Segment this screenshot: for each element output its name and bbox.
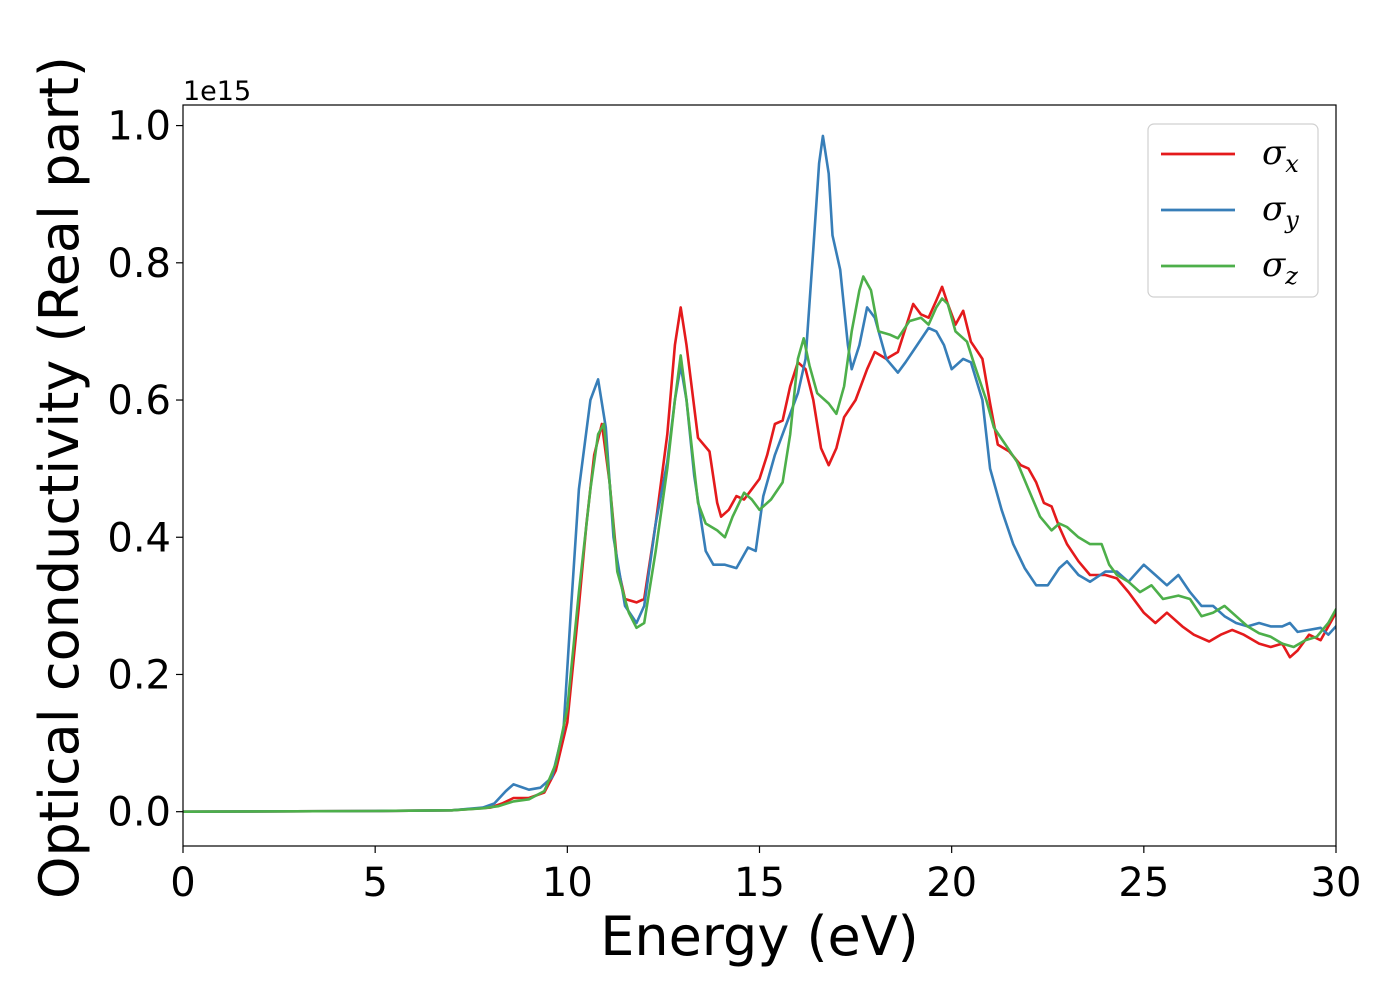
series-layer	[183, 134, 1336, 813]
legend-symbol: σ	[1262, 133, 1286, 173]
legend-label-sigma-z: σz	[1262, 245, 1298, 290]
series-line-sigma-x	[183, 285, 1336, 813]
legend-subscript: z	[1284, 262, 1298, 290]
legend-label-sigma-y: σy	[1262, 189, 1299, 234]
legend-subscript: x	[1285, 150, 1299, 178]
y-tick-label: 0.4	[107, 515, 171, 561]
x-tick-label: 25	[1118, 860, 1169, 906]
x-tick-label: 10	[542, 860, 593, 906]
y-tick-label: 0.2	[107, 652, 171, 698]
legend-label-sigma-x: σx	[1262, 133, 1299, 178]
x-axis-label: Energy (eV)	[600, 905, 919, 968]
series-line-sigma-y	[183, 134, 1336, 813]
x-tick-label: 30	[1311, 860, 1362, 906]
y-tick-label: 0.0	[107, 790, 171, 836]
series-line-sigma-z	[183, 275, 1336, 813]
y-tick-label: 1.0	[107, 104, 171, 150]
x-tick-label: 0	[170, 860, 195, 906]
x-tick-label: 20	[926, 860, 977, 906]
legend-symbol: σ	[1262, 189, 1286, 229]
y-axis-offset-label: 1e15	[183, 76, 251, 107]
y-tick-label: 0.8	[107, 241, 171, 287]
y-tick-label: 0.6	[107, 378, 171, 424]
y-axis-label: Optical conductivity (Real part)	[28, 56, 91, 899]
x-tick-label: 15	[734, 860, 785, 906]
x-tick-label: 5	[362, 860, 387, 906]
legend-symbol: σ	[1262, 245, 1286, 285]
ticks-layer: 0 5 10 15 20 25 30 0.0 0.2 0.4 0.6 0.8 1.0	[107, 104, 1361, 906]
legend-subscript: y	[1284, 206, 1299, 234]
